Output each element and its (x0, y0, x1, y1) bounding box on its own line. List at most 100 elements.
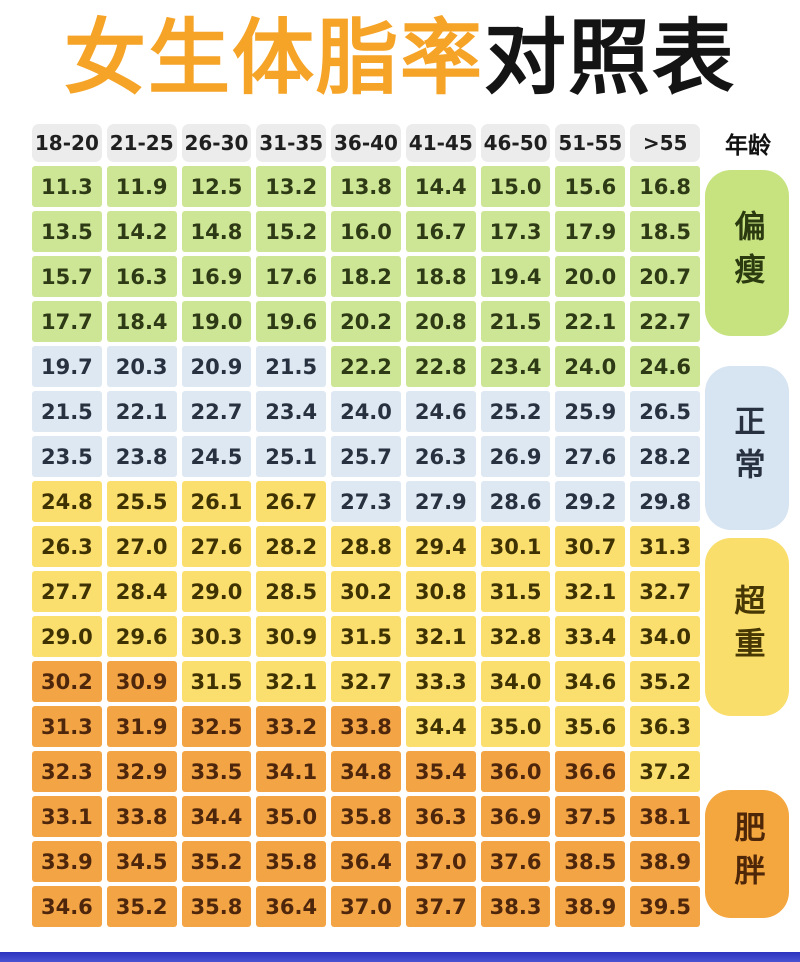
cell-r5-c6: 22.8 (405, 346, 476, 387)
cell-r13-c9: 36.3 (630, 706, 700, 747)
cell-r7-c4: 25.1 (256, 436, 327, 477)
title-rest: 对照表 (484, 11, 737, 106)
column-header-6: 41-45 (405, 124, 476, 162)
cell-r17-c8: 38.9 (555, 886, 626, 927)
cell-r2-c9: 18.5 (630, 211, 700, 252)
cell-r16-c5: 36.4 (331, 841, 401, 882)
cell-r16-c4: 35.8 (256, 841, 327, 882)
cell-r7-c5: 25.7 (331, 436, 401, 477)
cell-r8-c9: 29.8 (630, 481, 700, 522)
cell-r5-c3: 20.9 (181, 346, 252, 387)
cell-r10-c1: 27.7 (32, 571, 102, 612)
cell-r12-c2: 30.9 (106, 661, 177, 702)
cell-r9-c8: 30.7 (555, 526, 626, 567)
cell-r8-c1: 24.8 (32, 481, 102, 522)
cell-r9-c3: 27.6 (181, 526, 252, 567)
category-label-normal: 正常 (728, 405, 765, 491)
cell-r1-c6: 14.4 (405, 166, 476, 207)
cell-r5-c9: 24.6 (630, 346, 700, 387)
cell-r3-c8: 20.0 (555, 256, 626, 297)
cell-r6-c2: 22.1 (106, 391, 177, 432)
cell-r11-c3: 30.3 (181, 616, 252, 657)
cell-r6-c3: 22.7 (181, 391, 252, 432)
cell-r11-c2: 29.6 (106, 616, 177, 657)
cell-r13-c7: 35.0 (480, 706, 551, 747)
cell-r5-c4: 21.5 (256, 346, 327, 387)
cell-r16-c2: 34.5 (106, 841, 177, 882)
cell-r10-c6: 30.8 (405, 571, 476, 612)
cell-r10-c7: 31.5 (480, 571, 551, 612)
cell-r10-c3: 29.0 (181, 571, 252, 612)
cell-r6-c4: 23.4 (256, 391, 327, 432)
cell-r3-c7: 19.4 (480, 256, 551, 297)
cell-r14-c9: 37.2 (630, 751, 700, 792)
cell-r4-c1: 17.7 (32, 301, 102, 342)
age-axis-label: 年龄 (725, 133, 771, 159)
cell-r4-c9: 22.7 (630, 301, 700, 342)
cell-r6-c6: 24.6 (405, 391, 476, 432)
cell-r2-c5: 16.0 (331, 211, 401, 252)
cell-r2-c3: 14.8 (181, 211, 252, 252)
cell-r4-c8: 22.1 (555, 301, 626, 342)
cell-r7-c8: 27.6 (555, 436, 626, 477)
cell-r15-c5: 35.8 (331, 796, 401, 837)
category-label-thin: 偏瘦 (728, 210, 765, 296)
cell-r12-c4: 32.1 (256, 661, 327, 702)
cell-r7-c2: 23.8 (106, 436, 177, 477)
cell-r13-c2: 31.9 (106, 706, 177, 747)
cell-r17-c7: 38.3 (480, 886, 551, 927)
cell-r6-c1: 21.5 (32, 391, 102, 432)
cell-r12-c9: 35.2 (630, 661, 700, 702)
cell-r10-c9: 32.7 (630, 571, 700, 612)
cell-r1-c5: 13.8 (331, 166, 401, 207)
cell-r9-c4: 28.2 (256, 526, 327, 567)
cell-r14-c8: 36.6 (555, 751, 626, 792)
cell-r4-c6: 20.8 (405, 301, 476, 342)
cell-r3-c1: 15.7 (32, 256, 102, 297)
cell-r17-c9: 39.5 (630, 886, 700, 927)
cell-r16-c6: 37.0 (405, 841, 476, 882)
cell-r7-c6: 26.3 (405, 436, 476, 477)
category-label-overweight: 超重 (728, 584, 765, 670)
cell-r17-c2: 35.2 (106, 886, 177, 927)
cell-r3-c5: 18.2 (331, 256, 401, 297)
cell-r5-c2: 20.3 (106, 346, 177, 387)
cell-r12-c7: 34.0 (480, 661, 551, 702)
cell-r11-c4: 30.9 (256, 616, 327, 657)
cell-r6-c9: 26.5 (630, 391, 700, 432)
cell-r13-c3: 32.5 (181, 706, 252, 747)
column-header-4: 31-35 (256, 124, 327, 162)
cell-r2-c7: 17.3 (480, 211, 551, 252)
cell-r16-c9: 38.9 (630, 841, 700, 882)
cell-r12-c3: 31.5 (181, 661, 252, 702)
cell-r6-c7: 25.2 (480, 391, 551, 432)
column-header-8: 51-55 (555, 124, 626, 162)
cell-r3-c2: 16.3 (106, 256, 177, 297)
cell-r15-c7: 36.9 (480, 796, 551, 837)
cell-r15-c6: 36.3 (405, 796, 476, 837)
cell-r5-c1: 19.7 (32, 346, 102, 387)
cell-r6-c8: 25.9 (555, 391, 626, 432)
cell-r10-c2: 28.4 (106, 571, 177, 612)
category-band-thin: 偏瘦 (705, 170, 789, 336)
cell-r3-c4: 17.6 (256, 256, 327, 297)
cell-r16-c1: 33.9 (32, 841, 102, 882)
column-header-9: >55 (630, 124, 700, 162)
cell-r4-c2: 18.4 (106, 301, 177, 342)
cell-r4-c5: 20.2 (331, 301, 401, 342)
cell-r1-c9: 16.8 (630, 166, 700, 207)
column-header-1: 18-20 (32, 124, 102, 162)
cell-r14-c6: 35.4 (405, 751, 476, 792)
cell-r9-c6: 29.4 (405, 526, 476, 567)
cell-r2-c1: 13.5 (32, 211, 102, 252)
cell-r17-c6: 37.7 (405, 886, 476, 927)
cell-r3-c6: 18.8 (405, 256, 476, 297)
cell-r8-c7: 28.6 (480, 481, 551, 522)
cell-r1-c8: 15.6 (555, 166, 626, 207)
page-title: 女生体脂率 对照表 (0, 0, 800, 118)
cell-r13-c1: 31.3 (32, 706, 102, 747)
cell-r9-c7: 30.1 (480, 526, 551, 567)
cell-r9-c1: 26.3 (32, 526, 102, 567)
cell-r15-c9: 38.1 (630, 796, 700, 837)
cell-r17-c4: 36.4 (256, 886, 327, 927)
